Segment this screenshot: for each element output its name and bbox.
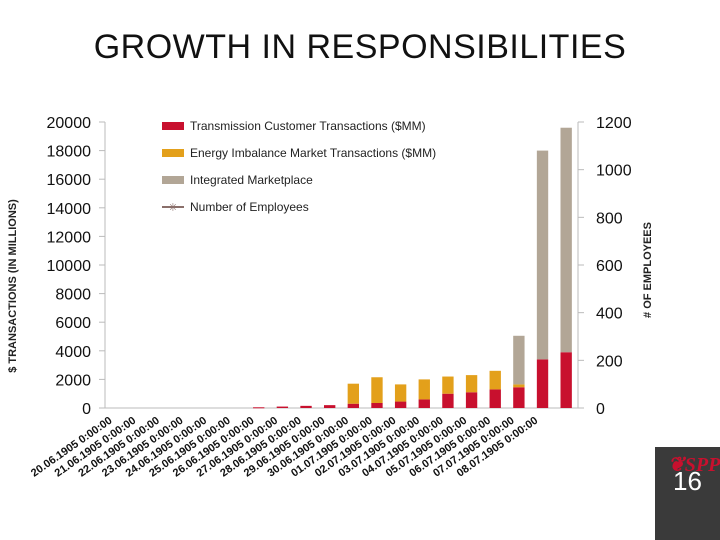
legend-label[interactable]: Transmission Customer Transactions ($MM) xyxy=(190,119,426,133)
energy-imbalance-bar[interactable] xyxy=(513,384,525,388)
energy-imbalance-bar[interactable] xyxy=(347,383,360,404)
transmission-bar[interactable] xyxy=(323,405,336,408)
legend-label[interactable]: Integrated Marketplace xyxy=(190,173,313,187)
y2-tick-label: 800 xyxy=(596,210,623,227)
energy-imbalance-bar[interactable] xyxy=(465,375,478,393)
legend-label[interactable]: Energy Imbalance Market Transactions ($M… xyxy=(190,146,436,160)
footer-bar xyxy=(655,447,720,540)
transmission-bar[interactable] xyxy=(418,399,430,408)
integrated-marketplace-bar[interactable] xyxy=(513,335,525,385)
transmission-bar[interactable] xyxy=(536,359,549,408)
energy-imbalance-bar[interactable] xyxy=(489,370,501,390)
y2-tick-label: 200 xyxy=(596,353,623,370)
y2-tick-label: 400 xyxy=(596,306,623,323)
transmission-bar[interactable] xyxy=(276,406,289,408)
energy-imbalance-bar[interactable] xyxy=(442,376,454,394)
y-tick-label: 4000 xyxy=(55,344,91,361)
transmission-bar[interactable] xyxy=(560,352,572,408)
transmission-bar[interactable] xyxy=(394,401,407,408)
integrated-marketplace-bar[interactable] xyxy=(536,150,549,360)
spp-logo: ❦SPP xyxy=(668,452,720,477)
legend-star-icon: ✳ xyxy=(168,201,177,214)
legend-swatch xyxy=(162,176,184,184)
y-tick-label: 0 xyxy=(82,401,91,418)
logo-swirl-icon: ❦ xyxy=(668,454,685,476)
transmission-bar[interactable] xyxy=(253,407,265,409)
transmission-bar[interactable] xyxy=(371,402,383,408)
y-tick-label: 20000 xyxy=(47,115,92,132)
slide-title: GROWTH IN RESPONSIBILITIES xyxy=(93,28,627,66)
transmission-bar[interactable] xyxy=(489,389,501,408)
transmission-bar[interactable] xyxy=(465,392,478,408)
page-number: 16 xyxy=(673,466,702,496)
transmission-bar[interactable] xyxy=(442,393,454,408)
y-tick-label: 2000 xyxy=(55,372,91,389)
y-tick-label: 16000 xyxy=(47,172,92,189)
transmission-bar[interactable] xyxy=(513,387,525,408)
y-tick-label: 14000 xyxy=(47,201,92,218)
energy-imbalance-bar[interactable] xyxy=(371,377,383,403)
logo-text: SPP xyxy=(684,454,720,476)
y-tick-label: 18000 xyxy=(47,144,92,161)
y2-tick-label: 1000 xyxy=(596,163,632,180)
y-tick-label: 10000 xyxy=(47,258,92,275)
y-tick-label: 6000 xyxy=(55,315,91,332)
transmission-bar[interactable] xyxy=(300,405,312,408)
y-tick-label: 8000 xyxy=(55,287,91,304)
y2-tick-label: 0 xyxy=(596,401,605,418)
legend-swatch xyxy=(162,122,184,130)
energy-imbalance-bar[interactable] xyxy=(418,379,430,400)
legend-label[interactable]: Number of Employees xyxy=(190,200,309,214)
y2-axis-label: # OF EMPLOYEES xyxy=(642,222,654,318)
y2-tick-label: 600 xyxy=(596,258,623,275)
y-axis-label: $ TRANSACTIONS (IN MILLIONS) xyxy=(7,199,19,373)
legend-swatch xyxy=(162,149,184,157)
integrated-marketplace-bar[interactable] xyxy=(560,127,572,353)
y2-tick-label: 1200 xyxy=(596,115,632,132)
transmission-bar[interactable] xyxy=(347,403,360,408)
y-tick-label: 12000 xyxy=(47,229,92,246)
energy-imbalance-bar[interactable] xyxy=(394,384,407,402)
